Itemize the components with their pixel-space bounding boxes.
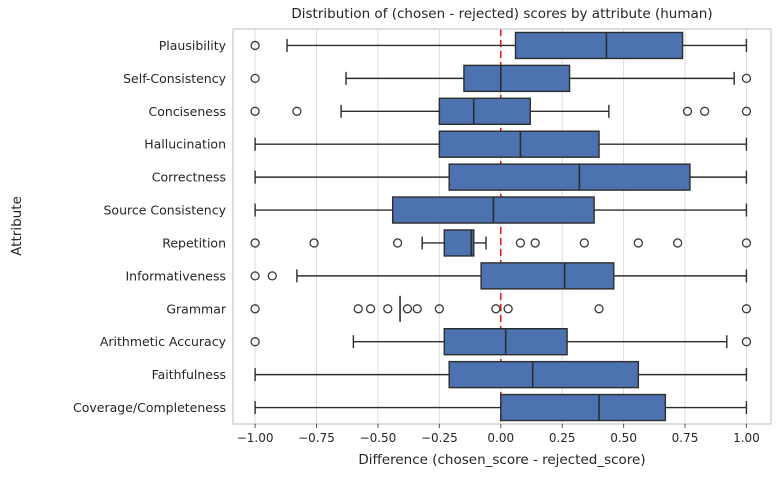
category-label: Faithfulness bbox=[152, 367, 226, 382]
outlier-point bbox=[434, 304, 445, 314]
category-label: Coverage/Completeness bbox=[73, 400, 226, 415]
category-label: Conciseness bbox=[149, 104, 226, 119]
outlier-point bbox=[741, 73, 752, 84]
outlier-point bbox=[503, 304, 513, 314]
outlier-point bbox=[682, 106, 693, 116]
outlier-point bbox=[250, 238, 260, 248]
outlier-point bbox=[633, 238, 643, 248]
outlier-point bbox=[741, 106, 752, 116]
outlier-point bbox=[741, 238, 752, 248]
outlier-point bbox=[402, 304, 413, 314]
outlier-point bbox=[250, 106, 260, 116]
outlier-point bbox=[309, 238, 319, 248]
box-informativeness bbox=[480, 262, 615, 290]
box-coverage-completeness bbox=[500, 393, 667, 422]
outlier-point bbox=[491, 304, 501, 314]
x-tick-label: 0.25 bbox=[549, 431, 576, 445]
outlier-point bbox=[292, 106, 302, 116]
x-tick-label: 1.00 bbox=[733, 431, 760, 445]
box-plausibility bbox=[514, 31, 684, 60]
x-tick-label: 0.75 bbox=[672, 431, 699, 445]
x-tick-label: 0.00 bbox=[487, 431, 514, 445]
box-faithfulness bbox=[448, 360, 640, 389]
x-tick-label: −0.25 bbox=[421, 431, 458, 445]
outlier-point bbox=[672, 238, 683, 248]
category-label: Informativeness bbox=[125, 268, 226, 283]
x-axis-label: Difference (chosen_score - rejected_scor… bbox=[358, 452, 646, 468]
x-tick-label: −1.00 bbox=[237, 431, 274, 445]
outlier-point bbox=[365, 304, 376, 314]
chart-title: Distribution of (chosen - rejected) scor… bbox=[291, 6, 713, 22]
category-label: Hallucination bbox=[144, 137, 226, 152]
category-label: Self-Consistency bbox=[123, 71, 227, 86]
category-label: Grammar bbox=[166, 301, 226, 316]
outlier-point bbox=[267, 271, 277, 281]
outlier-point bbox=[250, 73, 260, 84]
outlier-point bbox=[383, 304, 393, 314]
outlier-point bbox=[700, 106, 710, 116]
category-label: Repetition bbox=[162, 235, 226, 250]
box-correctness bbox=[448, 163, 691, 191]
box-self-consistency bbox=[463, 64, 571, 93]
outlier-point bbox=[250, 271, 260, 281]
box-repetition bbox=[443, 229, 475, 257]
outlier-point bbox=[741, 337, 752, 347]
category-label: Plausibility bbox=[159, 38, 227, 53]
x-tick-label: −0.75 bbox=[298, 431, 335, 445]
outlier-point bbox=[250, 304, 260, 314]
outlier-point bbox=[392, 238, 403, 248]
box-conciseness bbox=[438, 97, 531, 125]
outlier-point bbox=[250, 337, 260, 347]
x-tick-label: −0.50 bbox=[360, 431, 397, 445]
category-label: Correctness bbox=[152, 170, 226, 185]
outlier-point bbox=[530, 238, 540, 248]
plot-border bbox=[232, 28, 772, 425]
outlier-point bbox=[412, 304, 422, 314]
outlier-point bbox=[515, 238, 526, 248]
outlier-point bbox=[579, 238, 589, 248]
category-label: Source Consistency bbox=[104, 203, 227, 218]
x-tick-label: 0.50 bbox=[610, 431, 637, 445]
box-hallucination bbox=[438, 130, 600, 158]
category-label: Arithmetic Accuracy bbox=[100, 334, 227, 349]
outlier-point bbox=[741, 304, 752, 314]
outlier-point bbox=[353, 304, 363, 314]
outlier-point bbox=[250, 40, 260, 51]
outlier-point bbox=[594, 304, 604, 314]
